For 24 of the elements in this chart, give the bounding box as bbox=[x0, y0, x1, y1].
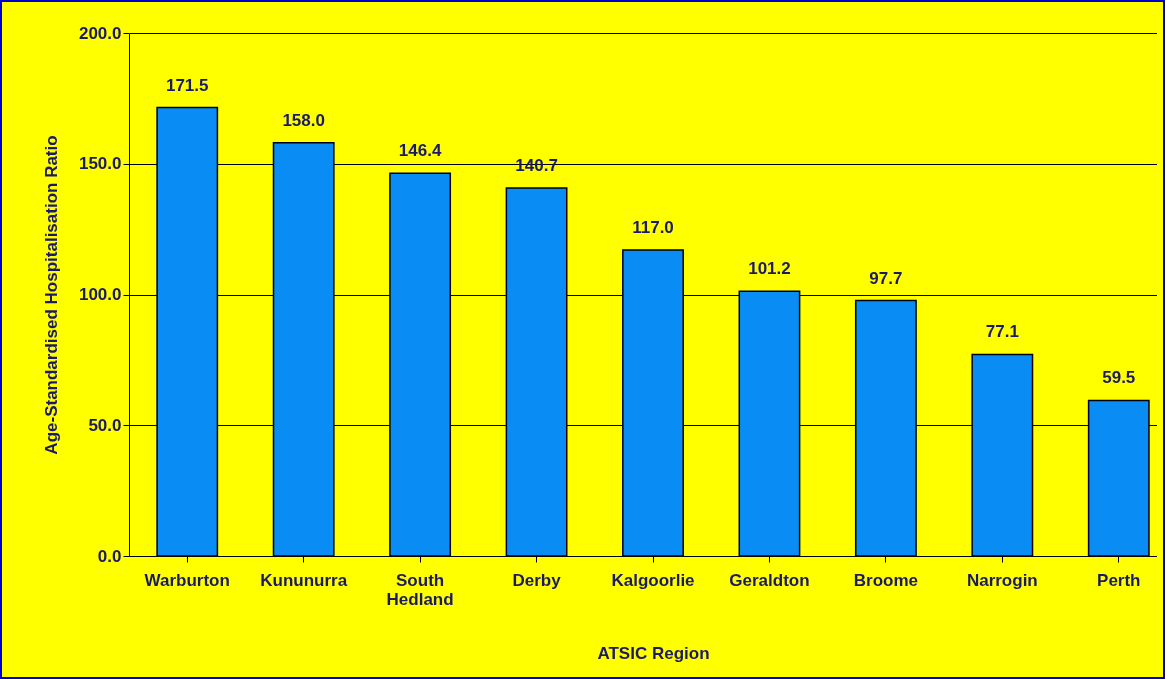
x-tick-label: Kalgoorlie bbox=[611, 570, 695, 590]
data-label: 77.1 bbox=[985, 322, 1019, 342]
x-tick-label: Broome bbox=[853, 570, 919, 590]
data-label: 101.2 bbox=[748, 259, 791, 279]
y-tick-label: 0.0 bbox=[97, 546, 122, 566]
y-tick-label: 200.0 bbox=[78, 23, 122, 43]
x-tick-label: Narrogin bbox=[966, 570, 1038, 590]
data-label: 117.0 bbox=[632, 218, 674, 238]
x-tick-label: Kununurra bbox=[260, 570, 348, 590]
data-label: 97.7 bbox=[869, 268, 903, 288]
y-axis-title: Age-Standardised Hospitalisation Ratio bbox=[41, 135, 61, 455]
y-tick-label: 50.0 bbox=[88, 415, 122, 435]
x-tick-label: South Hedland bbox=[386, 570, 454, 609]
data-label: 59.5 bbox=[1102, 368, 1136, 388]
x-tick-label: Warburton bbox=[144, 570, 230, 590]
x-axis-title: ATSIC Region bbox=[597, 643, 710, 663]
x-tick-label: Perth bbox=[1097, 570, 1141, 590]
y-tick-label: 100.0 bbox=[78, 285, 122, 304]
x-tick-label: Geraldton bbox=[729, 570, 810, 590]
data-label: 171.5 bbox=[165, 75, 209, 95]
data-label: 158.0 bbox=[282, 110, 325, 130]
data-label: 146.4 bbox=[398, 141, 442, 161]
y-tick-label: 150.0 bbox=[78, 154, 122, 174]
x-tick-label: Derby bbox=[512, 570, 562, 590]
